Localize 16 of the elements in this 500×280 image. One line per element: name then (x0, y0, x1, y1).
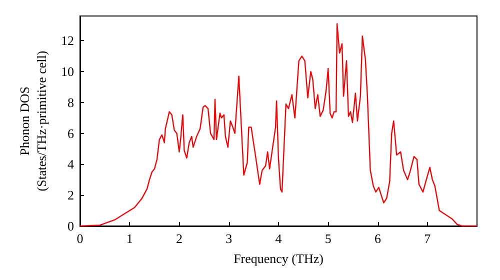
x-tick-label: 3 (226, 231, 232, 246)
x-tick-label: 2 (176, 231, 182, 246)
y-axis-title: Phonon DOS (States/THz·primitive cell) (17, 50, 49, 192)
y-tick-label: 10 (61, 64, 74, 80)
x-axis-title: Frequency (THz) (234, 251, 324, 266)
y-tick-label: 6 (68, 126, 74, 141)
x-tick-label: 5 (324, 231, 332, 246)
x-tick-label: 1 (126, 231, 133, 246)
y-tick-label: 4 (68, 156, 74, 172)
y-tick-label: 0 (68, 218, 74, 234)
x-tick-label: 4 (275, 231, 282, 246)
x-tick-label: 6 (374, 231, 382, 246)
y-tick-label: 8 (68, 94, 74, 110)
x-tick-label: 7 (424, 231, 432, 246)
y-tick-label: 2 (68, 188, 74, 203)
y-tick-label: 12 (61, 33, 74, 48)
